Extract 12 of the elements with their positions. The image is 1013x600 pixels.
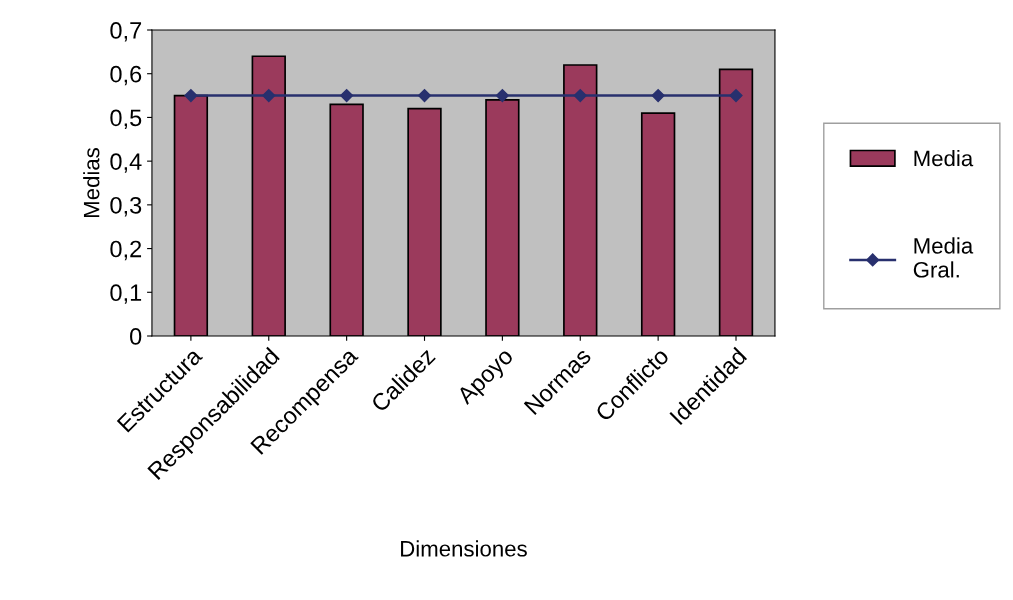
y-axis-title: Medias: [83, 147, 100, 217]
y-tick-label: 0: [130, 328, 142, 345]
x-axis-title: Dimensiones: [401, 540, 527, 557]
y-tick-label: 0,4: [110, 153, 142, 173]
y-tick-label: 0,7: [110, 22, 142, 42]
legend-label: Media: [914, 149, 974, 167]
y-tick-label: 0,6: [110, 65, 142, 86]
y-tick-label: 0,2: [110, 240, 142, 261]
y-tick-label: 0,3: [110, 196, 142, 217]
legend-label: Media Gral.: [913, 237, 974, 278]
y-tick-label: 0,5: [110, 109, 142, 130]
y-tick-label: 0,1: [110, 284, 142, 304]
